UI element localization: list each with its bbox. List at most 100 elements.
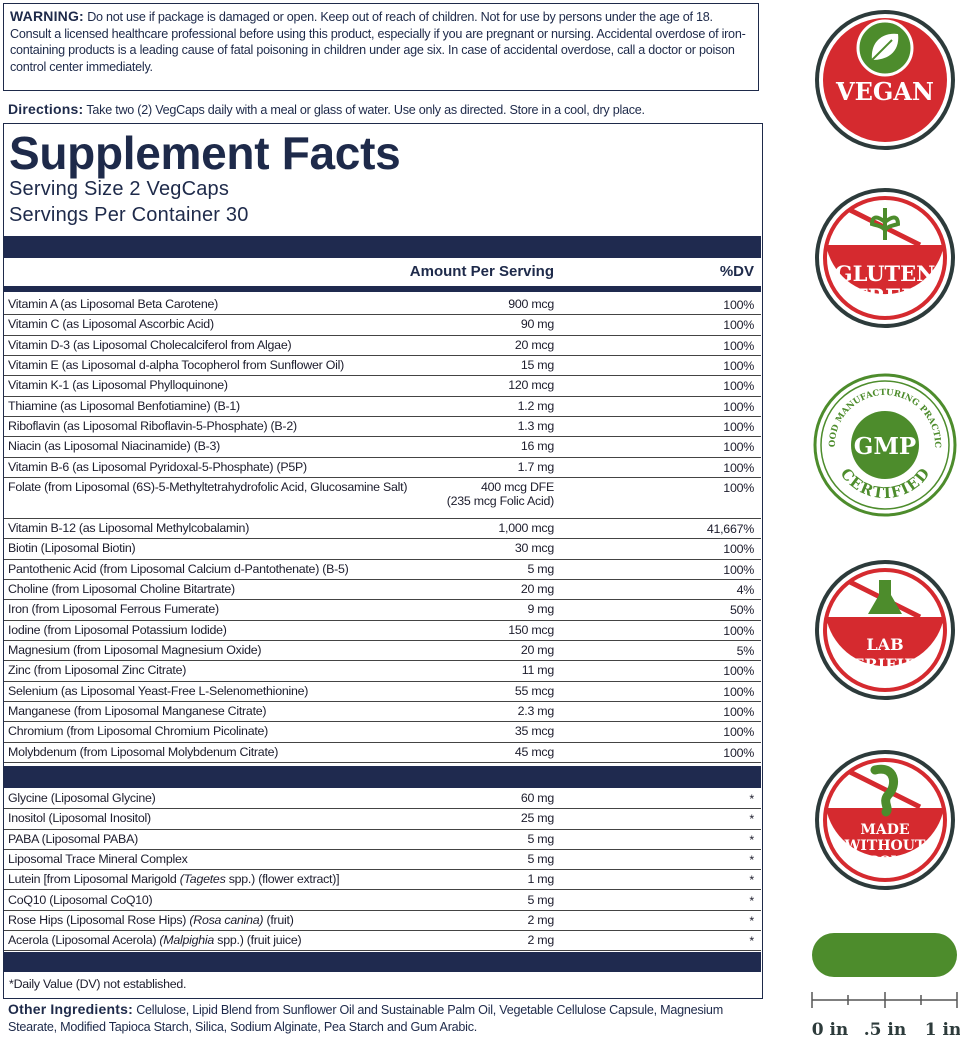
amount-value: 20 mg [520, 642, 554, 657]
amount: 2 mg [384, 913, 554, 928]
header-amount: Amount Per Serving [409, 263, 554, 280]
facts-row: Zinc (from Liposomal Zinc Citrate) 11 mg 1… [4, 661, 761, 682]
amount-value: 1 mg [527, 872, 554, 887]
nutrient-name: Molybdenum (from Liposomal Molybdenum Ci… [8, 744, 279, 759]
amount: 90 mg [384, 318, 554, 332]
facts-panel: Supplement Facts Serving Size 2 VegCaps … [3, 123, 763, 999]
daily-value: * [749, 934, 754, 949]
amount: 1.7 mg [384, 459, 555, 475]
amount-value: 25 mg [520, 811, 554, 826]
nutrient-name: Selenium (as Liposomal Yeast-Free L-Sele… [8, 683, 309, 698]
nutrient-name: Vitamin C (as Liposomal Ascorbic Acid) [8, 317, 214, 332]
badge-label: SOY [869, 854, 902, 870]
nutrient-name: Vitamin E (as Liposomal d-alpha Tocopher… [8, 358, 344, 373]
daily-value: 100% [723, 542, 754, 557]
badge-label: GLUTEN [835, 261, 936, 286]
facts-row: Vitamin C (as Liposomal Ascorbic Acid) 90… [4, 315, 761, 336]
badge-label: MADE [860, 822, 909, 838]
ruler [811, 992, 958, 1008]
warning-text: Do not use if package is damaged or open… [10, 10, 746, 74]
badge-label: GMP [854, 433, 916, 460]
vegan-badge: VEGAN [815, 10, 955, 150]
amount-value: 400 mcg DFE [481, 480, 554, 495]
nutrient-name: Biotin (Liposomal Biotin) [8, 541, 136, 556]
nutrient-name: CoQ10 (Liposomal CoQ10) [8, 892, 153, 907]
divider-bar [4, 952, 761, 972]
badge-label: VERIFIED [839, 655, 930, 674]
amount: 55 mcg [384, 684, 554, 699]
nutrient-name: Riboflavin (as Liposomal Riboflavin-5-Ph… [8, 419, 297, 434]
amount: 25 mg [384, 812, 554, 826]
daily-value: 100% [723, 338, 754, 353]
amount-value: 1.7 mg [517, 459, 555, 474]
facts-row: Manganese (from Liposomal Manganese Citr… [4, 702, 761, 723]
directions: Directions: Take two (2) VegCaps daily w… [8, 101, 645, 117]
amount-value: 20 mg [520, 581, 554, 596]
nutrient-name: Vitamin D-3 (as Liposomal Cholecalcifero… [8, 337, 292, 352]
amount: 1,000 mcg [384, 520, 554, 536]
facts-row: Vitamin E (as Liposomal d-alpha Tocopher… [4, 356, 761, 377]
facts-row: Vitamin D-3 (as Liposomal Cholecalcifero… [4, 336, 761, 357]
facts-row: Acerola (Liposomal Acerola) (Malpighia s… [4, 931, 761, 952]
nutrient-name: Inositol (Liposomal Inositol) [8, 811, 151, 826]
facts-row: Thiamine (as Liposomal Benfotiamine) (B-… [4, 397, 761, 418]
facts-row: Molybdenum (from Liposomal Molybdenum Ci… [4, 743, 761, 764]
nutrient-name: Lutein [from Liposomal Marigold (Tagetes… [8, 872, 408, 887]
daily-value: 100% [723, 420, 754, 435]
nutrient-name: Glycine (Liposomal Glycine) [8, 791, 156, 805]
amount: 1.3 mg [384, 419, 555, 434]
nutrient-name: Niacin (as Liposomal Niacinamide) (B-3) [8, 439, 220, 454]
amount: 5 mg [384, 852, 554, 867]
name-part: (Tagetes [179, 872, 226, 887]
daily-value: 100% [723, 684, 754, 699]
daily-value: 100% [723, 399, 754, 414]
daily-value: 100% [723, 705, 754, 719]
amount: 1 mg [384, 872, 554, 887]
nutrient-name: Rose Hips (Liposomal Rose Hips) (Rosa ca… [8, 913, 408, 928]
amount-value: 5 mg [527, 561, 554, 576]
warning-label: WARNING: [10, 8, 84, 24]
amount-note: (235 mcg Folic Acid) [446, 493, 555, 508]
name-part: spp.) (flower extract)] [225, 872, 340, 887]
ruler-label: 1 in [925, 1020, 960, 1040]
amount-value: 1,000 mcg [498, 520, 554, 535]
daily-value: 100% [723, 562, 754, 577]
amount-value: 900 mcg [508, 297, 554, 311]
amount: 2.3 mg [384, 704, 555, 719]
daily-value: 100% [723, 664, 754, 679]
facts-row: Riboflavin (as Liposomal Riboflavin-5-Ph… [4, 417, 761, 438]
other-ingredients-label: Other Ingredients: [8, 1001, 133, 1017]
daily-value: 100% [723, 623, 754, 638]
ruler-label: .5 in [864, 1020, 906, 1040]
header-dv: %DV [719, 263, 754, 280]
amount: 9 mg [384, 603, 554, 617]
daily-value: * [749, 832, 754, 847]
nutrient-name: Pantothenic Acid (from Liposomal Calcium… [8, 561, 349, 576]
facts-row: Magnesium (from Liposomal Magnesium Oxid… [4, 641, 761, 662]
facts-row: Vitamin B-12 (as Liposomal Methylcobalam… [4, 519, 761, 540]
amount: 400 mcg DFE (235 mcg Folic Acid) [384, 480, 555, 508]
daily-value: 41,667% [706, 521, 754, 536]
facts-row: PABA (Liposomal PABA) 5 mg * [4, 830, 761, 850]
amount-value: 60 mg [520, 791, 554, 805]
facts-row: Vitamin A (as Liposomal Beta Carotene) 90… [4, 295, 761, 316]
amount-value: 9 mg [527, 602, 554, 617]
amount: 1.2 mg [384, 399, 555, 414]
nutrient-name: Zinc (from Liposomal Zinc Citrate) [8, 663, 187, 678]
amount-value: 2.3 mg [517, 704, 555, 718]
amount-value: 5 mg [527, 831, 554, 846]
nutrient-name: Chromium (from Liposomal Chromium Picoli… [8, 724, 269, 739]
amount: 20 mcg [384, 338, 554, 353]
daily-value: 100% [723, 318, 754, 333]
amount: 900 mcg [384, 297, 554, 312]
badge-label: VEGAN [835, 77, 934, 106]
amount: 20 mg [384, 642, 554, 658]
nutrient-name: Iodine (from Liposomal Potassium Iodide) [8, 622, 227, 637]
facts-row: Niacin (as Liposomal Niacinamide) (B-3) 1… [4, 437, 761, 458]
nutrient-name: Vitamin A (as Liposomal Beta Carotene) [8, 297, 218, 311]
serving-size: Serving Size 2 VegCaps [9, 178, 230, 200]
amount-value: 5 mg [527, 892, 554, 907]
facts-row: Rose Hips (Liposomal Rose Hips) (Rosa ca… [4, 911, 761, 932]
divider-bar [4, 286, 761, 292]
amount: 16 mg [384, 440, 554, 454]
